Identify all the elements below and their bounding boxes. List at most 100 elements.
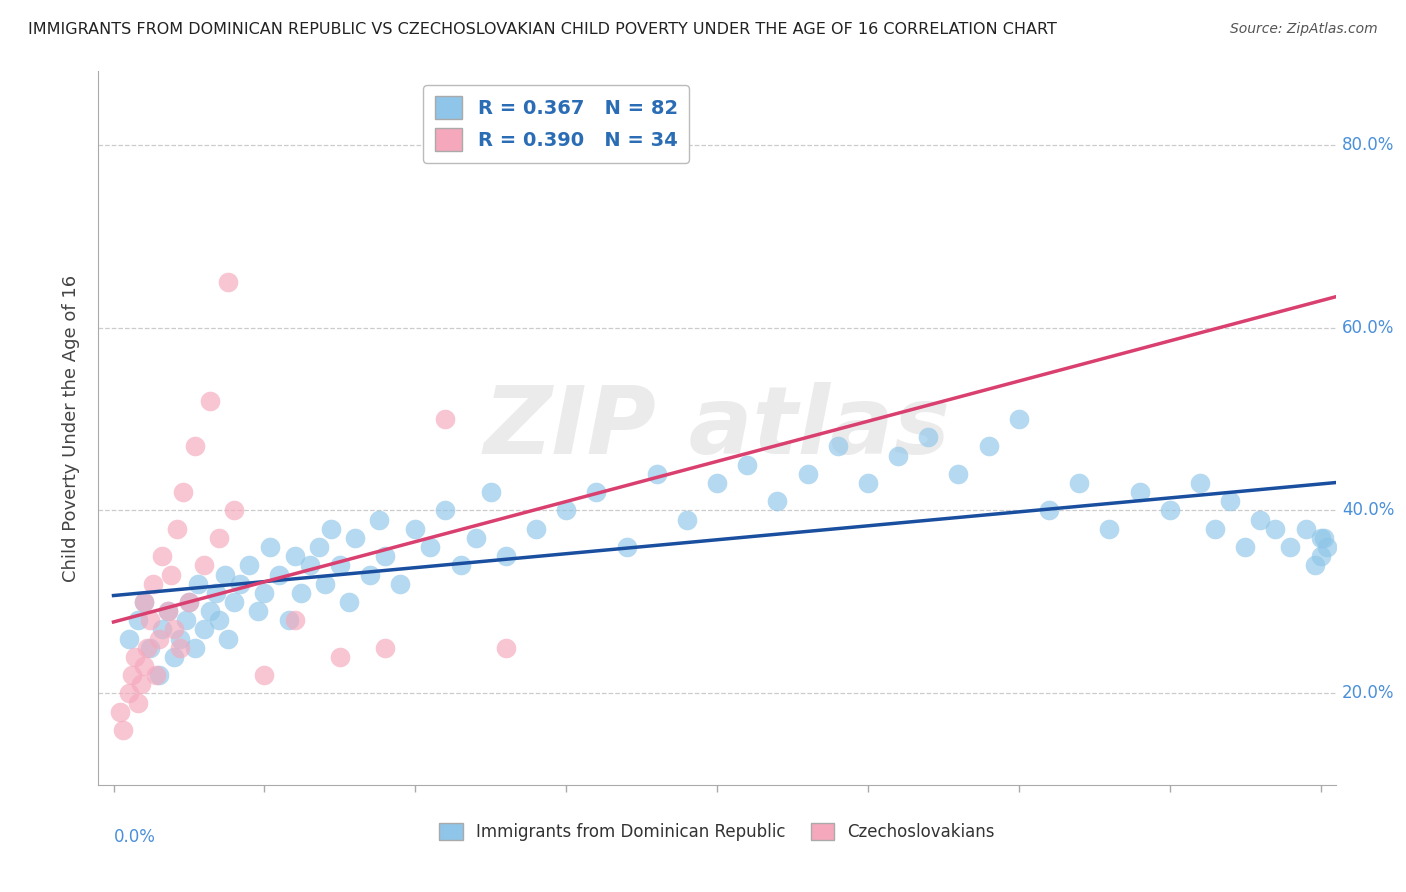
- Point: [148, 632, 170, 646]
- Text: 0.0%: 0.0%: [114, 828, 156, 846]
- Point: [138, 613, 160, 627]
- Point: [1303, 558, 1326, 573]
- Point: [374, 640, 396, 655]
- Point: [156, 604, 179, 618]
- Point: [1128, 485, 1150, 500]
- Point: [184, 440, 207, 454]
- Text: 60.0%: 60.0%: [1341, 318, 1395, 336]
- Point: [434, 412, 457, 426]
- Point: [766, 494, 789, 508]
- Point: [217, 275, 239, 289]
- Point: [434, 503, 457, 517]
- Point: [277, 613, 299, 627]
- Point: [495, 640, 517, 655]
- Text: ZIP atlas: ZIP atlas: [484, 382, 950, 475]
- Point: [156, 604, 179, 618]
- Point: [284, 549, 307, 564]
- Point: [464, 531, 486, 545]
- Point: [1264, 522, 1286, 536]
- Point: [645, 467, 668, 481]
- Point: [368, 513, 391, 527]
- Point: [585, 485, 607, 500]
- Point: [163, 623, 186, 637]
- Point: [121, 668, 143, 682]
- Point: [319, 522, 342, 536]
- Point: [132, 595, 155, 609]
- Point: [827, 440, 849, 454]
- Point: [1038, 503, 1060, 517]
- Point: [145, 668, 167, 682]
- Point: [111, 723, 134, 737]
- Point: [169, 640, 191, 655]
- Point: [238, 558, 260, 573]
- Point: [208, 531, 231, 545]
- Point: [217, 632, 239, 646]
- Point: [329, 649, 352, 664]
- Point: [1316, 540, 1339, 554]
- Point: [977, 440, 1000, 454]
- Point: [172, 485, 194, 500]
- Point: [259, 540, 281, 554]
- Point: [555, 503, 578, 517]
- Point: [796, 467, 818, 481]
- Point: [856, 476, 879, 491]
- Point: [1249, 513, 1271, 527]
- Point: [314, 576, 336, 591]
- Point: [479, 485, 502, 500]
- Point: [887, 449, 910, 463]
- Point: [329, 558, 352, 573]
- Point: [1219, 494, 1241, 508]
- Point: [142, 576, 165, 591]
- Point: [1098, 522, 1121, 536]
- Point: [108, 705, 131, 719]
- Point: [135, 640, 157, 655]
- Point: [419, 540, 441, 554]
- Point: [174, 613, 197, 627]
- Point: [616, 540, 638, 554]
- Point: [150, 623, 173, 637]
- Point: [198, 393, 221, 408]
- Point: [132, 595, 155, 609]
- Point: [524, 522, 547, 536]
- Point: [948, 467, 970, 481]
- Point: [253, 668, 276, 682]
- Point: [1312, 531, 1334, 545]
- Point: [1279, 540, 1302, 554]
- Point: [337, 595, 360, 609]
- Point: [359, 567, 381, 582]
- Point: [160, 567, 183, 582]
- Point: [169, 632, 191, 646]
- Point: [253, 586, 276, 600]
- Point: [404, 522, 426, 536]
- Point: [138, 640, 160, 655]
- Point: [163, 649, 186, 664]
- Point: [495, 549, 517, 564]
- Point: [1309, 549, 1331, 564]
- Point: [117, 632, 139, 646]
- Point: [177, 595, 200, 609]
- Point: [1069, 476, 1091, 491]
- Point: [205, 586, 228, 600]
- Point: [308, 540, 330, 554]
- Point: [224, 503, 246, 517]
- Point: [298, 558, 321, 573]
- Point: [1159, 503, 1181, 517]
- Point: [148, 668, 170, 682]
- Point: [193, 558, 215, 573]
- Point: [247, 604, 270, 618]
- Point: [198, 604, 221, 618]
- Point: [389, 576, 412, 591]
- Text: Source: ZipAtlas.com: Source: ZipAtlas.com: [1230, 22, 1378, 37]
- Point: [127, 696, 149, 710]
- Point: [1234, 540, 1257, 554]
- Point: [177, 595, 200, 609]
- Point: [343, 531, 366, 545]
- Point: [129, 677, 152, 691]
- Point: [450, 558, 472, 573]
- Point: [735, 458, 758, 472]
- Point: [132, 659, 155, 673]
- Legend: Immigrants from Dominican Republic, Czechoslovakians: Immigrants from Dominican Republic, Czec…: [433, 816, 1001, 848]
- Point: [208, 613, 231, 627]
- Text: IMMIGRANTS FROM DOMINICAN REPUBLIC VS CZECHOSLOVAKIAN CHILD POVERTY UNDER THE AG: IMMIGRANTS FROM DOMINICAN REPUBLIC VS CZ…: [28, 22, 1057, 37]
- Point: [1295, 522, 1317, 536]
